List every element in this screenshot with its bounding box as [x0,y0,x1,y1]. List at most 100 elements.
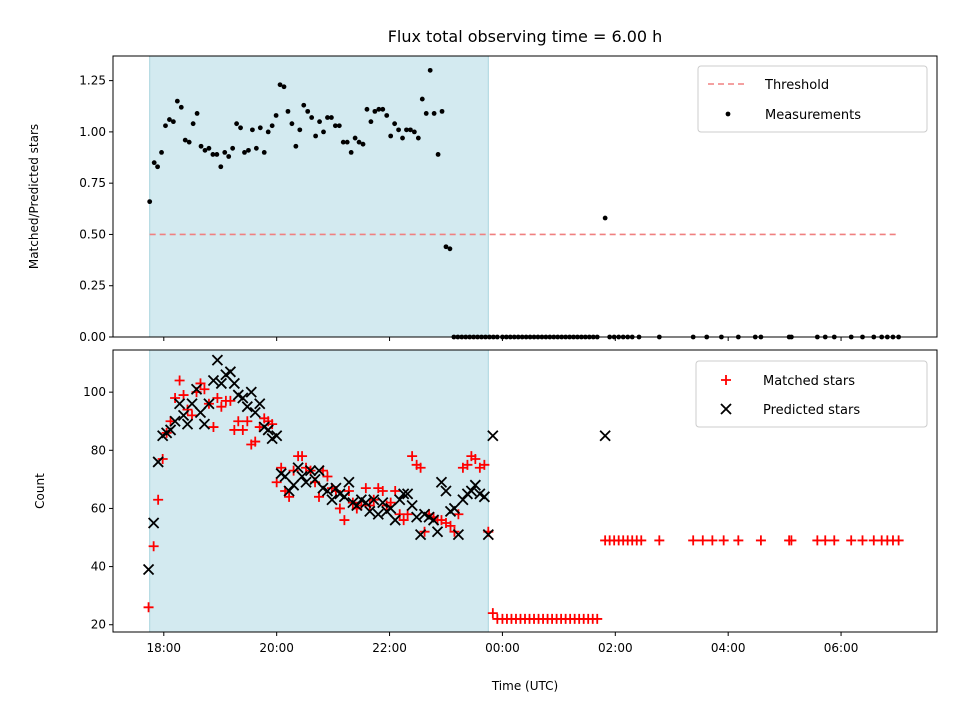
measurement-point [293,143,299,149]
predicted-star-point [385,502,397,515]
matched-star-point [697,535,708,546]
predicted-star-point [279,470,291,483]
predicted-star-point [452,528,465,541]
predicted-star-point [292,462,304,474]
measurement-point [151,160,157,166]
predicted-star-point [313,465,325,477]
matched-star-point [718,535,729,546]
predicted-star-point [241,401,253,413]
measurement-point [186,139,192,145]
predicted-star-point [368,494,380,506]
measurement-point [289,121,295,127]
measurement-point [218,164,224,170]
predicted-star-point [296,470,308,483]
measurement-point [178,104,184,110]
predicted-star-point [181,418,194,430]
legend-frame [697,65,928,133]
measurement-point [190,121,196,127]
chart-title: Flux total observing time = 6.00 h [388,27,663,46]
measurement-point [194,111,200,116]
measurement-point [242,150,247,155]
x-tick-label: 20:00 [259,641,294,655]
matched-star-point [288,465,299,476]
matched-star-point [212,392,223,403]
measurement-point [238,125,243,131]
matched-star-point [297,451,308,462]
matched-star-point [284,491,295,502]
measurement-point [309,115,315,120]
predicted-star-point [190,383,203,395]
predicted-star-point [330,482,342,494]
matched-star-point [846,535,857,546]
legend-measurements-swatch [725,111,731,117]
predicted-star-point [283,485,295,497]
matched-star-point [385,497,396,508]
bottom-legend: Matched stars Predicted stars [695,360,928,428]
measurement-point [257,125,263,131]
measurement-point [376,106,382,112]
top-axes-frame [112,55,938,338]
matched-star-point [143,602,154,613]
matched-star-point [470,454,481,465]
measurement-point [336,123,342,129]
bottom-x-ticks: 18:00 20:00 22:00 00:00 02:00 04:00 06:00 [146,632,858,655]
top-y-ticks: 0.00 0.25 0.50 0.75 1.00 1.25 [79,74,113,344]
matched-star-point [592,613,603,624]
predicted-star-point [448,502,461,515]
matched-star-point [178,390,189,401]
measurement-point [435,152,441,157]
y-tick-label: 0.25 [79,279,106,293]
measurement-point [206,145,212,151]
legend-predicted-swatch [720,403,732,415]
predicted-star-point [271,430,283,442]
matched-star-point [225,395,236,406]
measurement-point [234,121,240,127]
matched-star-point [462,459,473,470]
measurement-point [222,150,228,155]
observing-window-top [149,55,489,338]
x-tick-label: 04:00 [711,641,746,655]
measurement-point [372,108,378,114]
measurement-point [261,150,267,155]
measurement-point [396,127,401,133]
measurement-point [265,129,271,135]
matched-star-point [857,535,868,546]
matched-star-point [636,535,647,546]
measurement-point [364,106,370,112]
measurement-point [400,135,405,141]
predicted-star-point [198,418,211,430]
predicted-star-point [372,508,384,520]
predicted-star-point [465,485,478,497]
measurement-point [285,108,291,114]
matched-star-point [453,509,464,520]
matched-star-point [208,422,219,433]
predicted-star-point [326,494,338,506]
measurement-point [408,127,413,133]
legend-frame [695,360,928,428]
measurement-point [380,106,386,112]
matched-star-point [170,392,181,403]
measurement-point [340,139,346,145]
measurement-point [411,129,417,135]
legend-predicted-label: Predicted stars [763,403,860,418]
matched-star-point [157,454,168,465]
predicted-star-point [487,430,499,442]
matched-star-point [174,375,185,386]
measurement-point [415,135,421,141]
x-tick-label: 22:00 [372,641,407,655]
measurement-point [352,135,358,141]
measurement-point [419,96,425,102]
matched-star-point [199,384,210,395]
measurement-point [360,141,366,147]
measurement-point [163,123,168,129]
matched-star-point [148,541,159,552]
predicted-star-point [300,476,312,488]
predicted-star-point [364,505,376,517]
matched-star-point [343,486,354,496]
legend-measurements-label: Measurements [765,108,861,123]
bottom-y-ticks: 20 40 60 80 100 [83,385,113,632]
predicted-star-point [287,479,300,491]
predicted-star-point [164,424,177,436]
legend-matched-swatch [721,375,731,385]
legend-threshold-label: Threshold [764,78,829,93]
